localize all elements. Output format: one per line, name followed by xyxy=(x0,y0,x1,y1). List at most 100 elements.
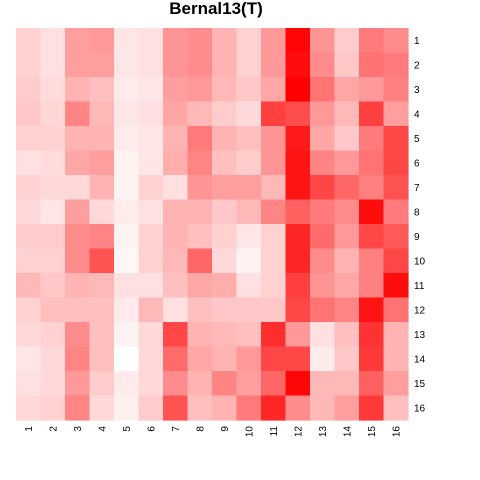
y-tick-label: 9 xyxy=(414,232,420,243)
heatmap-cell xyxy=(236,199,262,225)
heatmap-cell xyxy=(334,175,360,201)
heatmap-cell xyxy=(383,273,409,299)
heatmap-cell xyxy=(16,273,42,299)
heatmap-cell xyxy=(40,126,66,152)
heatmap-cell xyxy=(40,77,66,103)
heatmap-cell xyxy=(16,322,42,348)
heatmap-cell xyxy=(187,77,213,103)
heatmap-cell xyxy=(187,52,213,78)
y-tick-label: 13 xyxy=(414,330,426,341)
heatmap-cell xyxy=(359,101,385,127)
heatmap-cell xyxy=(138,224,164,250)
heatmap-cell xyxy=(187,395,213,421)
heatmap-cell xyxy=(114,101,140,127)
heatmap-cell xyxy=(236,126,262,152)
heatmap-cell xyxy=(187,297,213,323)
heatmap-cell xyxy=(114,395,140,421)
heatmap-cell xyxy=(89,224,115,250)
x-tick-label: 14 xyxy=(342,426,353,438)
heatmap-cell xyxy=(16,371,42,397)
heatmap-cell xyxy=(89,199,115,225)
heatmap-cell xyxy=(236,395,262,421)
heatmap-cell xyxy=(359,126,385,152)
heatmap-cell xyxy=(383,77,409,103)
heatmap-cell xyxy=(138,150,164,176)
x-tick-labels: 1 2 3 4 5 6 7 8 9 10 11 12 13 14 15 16 xyxy=(24,426,403,438)
y-tick-label: 4 xyxy=(414,109,420,120)
y-tick-label: 8 xyxy=(414,207,420,218)
heatmap-cell xyxy=(138,101,164,127)
heatmap-cell xyxy=(310,371,336,397)
heatmap-cell xyxy=(285,248,311,274)
heatmap-cell xyxy=(261,224,287,250)
heatmap-cell xyxy=(163,101,189,127)
heatmap-cell xyxy=(261,322,287,348)
heatmap-cell xyxy=(261,395,287,421)
x-tick-label: 5 xyxy=(122,426,133,432)
heatmap-cell xyxy=(89,28,115,54)
heatmap-cell xyxy=(334,52,360,78)
heatmap-cell xyxy=(383,150,409,176)
heatmap-cell xyxy=(359,150,385,176)
heatmap-cell xyxy=(236,273,262,299)
y-tick-label: 6 xyxy=(414,158,420,169)
heatmap-cell xyxy=(261,346,287,372)
y-tick-label: 11 xyxy=(414,281,425,292)
heatmap-cell xyxy=(285,322,311,348)
heatmap-cell xyxy=(236,322,262,348)
heatmap-cell xyxy=(163,322,189,348)
heatmap-cell xyxy=(261,199,287,225)
heatmap-cell xyxy=(16,248,42,274)
heatmap-cell xyxy=(334,126,360,152)
heatmap-cell xyxy=(236,371,262,397)
heatmap-cell xyxy=(334,371,360,397)
heatmap-cell xyxy=(138,126,164,152)
heatmap-cell xyxy=(383,101,409,127)
heatmap-cell xyxy=(187,346,213,372)
heatmap-cell xyxy=(187,273,213,299)
heatmap-cell xyxy=(334,28,360,54)
heatmap-cell xyxy=(163,28,189,54)
heatmap-cell xyxy=(114,297,140,323)
x-tick-label: 11 xyxy=(269,426,280,437)
heatmap-cell xyxy=(114,248,140,274)
y-tick-label: 5 xyxy=(414,134,420,145)
heatmap-cell xyxy=(236,175,262,201)
heatmap-cell xyxy=(89,150,115,176)
heatmap-cell xyxy=(383,346,409,372)
heatmap-cell xyxy=(285,101,311,127)
heatmap-cell xyxy=(138,346,164,372)
heatmap-cell xyxy=(261,101,287,127)
heatmap-cell xyxy=(138,322,164,348)
x-tick-label: 15 xyxy=(367,426,378,438)
heatmap-cell xyxy=(334,77,360,103)
heatmap-cell xyxy=(163,175,189,201)
heatmap-cell xyxy=(310,77,336,103)
heatmap-cell xyxy=(114,126,140,152)
heatmap-cell xyxy=(261,126,287,152)
heatmap-cell xyxy=(383,126,409,152)
y-tick-label: 1 xyxy=(414,36,420,47)
heatmap-cell xyxy=(138,273,164,299)
heatmap-cell xyxy=(359,395,385,421)
x-tick-label: 1 xyxy=(24,426,35,432)
heatmap-cell xyxy=(16,101,42,127)
heatmap-cell xyxy=(89,126,115,152)
heatmap-cell xyxy=(334,248,360,274)
heatmap-cell xyxy=(138,28,164,54)
x-tick-label: 7 xyxy=(171,426,182,432)
heatmap-cell xyxy=(310,126,336,152)
heatmap-cell xyxy=(138,77,164,103)
y-tick-label: 10 xyxy=(414,256,426,267)
heatmap-cell xyxy=(285,52,311,78)
heatmap-cell xyxy=(163,248,189,274)
heatmap-cell xyxy=(65,175,91,201)
heatmap-cell xyxy=(261,273,287,299)
heatmap-cell xyxy=(261,150,287,176)
heatmap-cell xyxy=(383,297,409,323)
heatmap-cell xyxy=(359,371,385,397)
heatmap-cell xyxy=(310,346,336,372)
y-tick-label: 14 xyxy=(414,354,426,365)
heatmap-cell xyxy=(65,126,91,152)
heatmap-cell xyxy=(383,224,409,250)
